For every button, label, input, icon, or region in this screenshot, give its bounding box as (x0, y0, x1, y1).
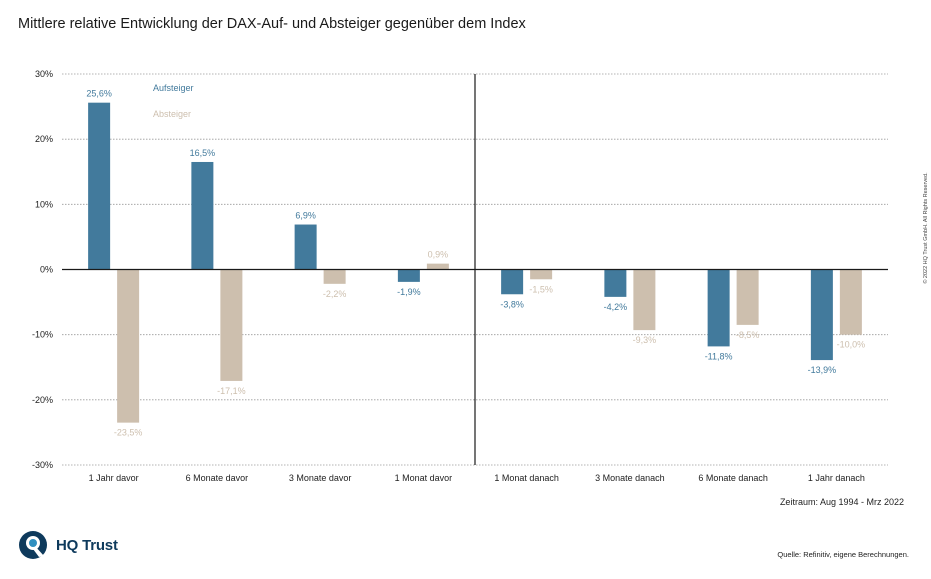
bar-aufsteiger (810, 269, 833, 361)
bar-aufsteiger (191, 161, 214, 270)
data-label: -4,2% (604, 302, 628, 312)
y-tick-label: 20% (35, 134, 53, 144)
data-label: 25,6% (86, 89, 112, 99)
legend-absteiger: Absteiger (153, 109, 191, 119)
y-tick-label: 0% (40, 265, 53, 275)
bar-aufsteiger (294, 224, 317, 270)
data-label: 0,9% (428, 250, 449, 260)
x-tick-label: 3 Monate davor (289, 473, 352, 483)
x-tick-label: 1 Monat danach (494, 473, 559, 483)
bar-aufsteiger (707, 269, 730, 347)
logo-text: HQ Trust (56, 536, 118, 554)
bar-absteiger (426, 263, 449, 270)
data-label: -13,9% (808, 365, 837, 375)
data-label: -11,8% (705, 351, 733, 361)
bar-aufsteiger (88, 102, 111, 270)
x-tick-label: 1 Jahr davor (89, 473, 139, 483)
bar-absteiger (839, 269, 862, 335)
bar-absteiger (633, 269, 656, 331)
x-tick-label: 1 Monat davor (395, 473, 453, 483)
bar-absteiger (220, 269, 243, 381)
data-label: -10,0% (837, 340, 866, 350)
period-note: Zeitraum: Aug 1994 - Mrz 2022 (779, 497, 904, 507)
bar-aufsteiger (604, 269, 627, 297)
bar-aufsteiger (397, 269, 420, 282)
chart-title: Mittlere relative Entwicklung der DAX-Au… (18, 16, 526, 32)
hq-trust-logo-icon (19, 531, 47, 559)
x-tick-label: 6 Monate danach (698, 473, 768, 483)
legend-aufsteiger: Aufsteiger (153, 83, 194, 93)
y-tick-label: 30% (35, 69, 53, 79)
bar-absteiger (117, 269, 140, 423)
data-label: -23,5% (114, 428, 143, 438)
source-note: Quelle: Refinitiv, eigene Berechnungen. (777, 550, 909, 559)
x-tick-label: 6 Monate davor (186, 473, 249, 483)
hq-trust-logo: HQ Trust (18, 531, 118, 559)
x-tick-label: 3 Monate danach (595, 473, 665, 483)
data-label: -2,2% (323, 289, 347, 299)
data-label: 16,5% (190, 148, 216, 158)
y-tick-label: -10% (32, 330, 53, 340)
bar-absteiger (530, 269, 553, 280)
y-tick-label: 10% (35, 199, 53, 209)
data-label: -3,8% (500, 299, 524, 309)
copyright-note: © 2022 HQ Trust GmbH. All Rights Reserve… (923, 172, 929, 284)
data-label: 6,9% (295, 211, 316, 221)
bar-aufsteiger (501, 269, 524, 295)
data-label: -17,1% (217, 386, 246, 396)
data-label: -8,5% (736, 330, 760, 340)
x-tick-label: 1 Jahr danach (808, 473, 865, 483)
y-tick-label: -20% (32, 395, 53, 405)
bar-absteiger (736, 269, 759, 325)
data-label: -9,3% (633, 335, 657, 345)
bar-absteiger (323, 269, 346, 284)
data-label: -1,9% (397, 287, 421, 297)
y-tick-label: -30% (32, 460, 53, 470)
data-label: -1,5% (529, 284, 553, 294)
